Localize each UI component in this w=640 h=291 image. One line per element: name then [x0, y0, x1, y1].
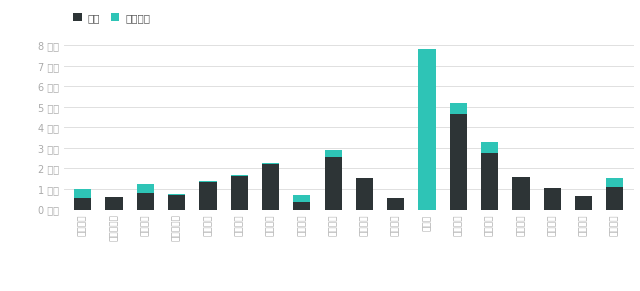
- Bar: [450, 103, 467, 114]
- Bar: [606, 178, 623, 187]
- Bar: [262, 163, 279, 164]
- Bar: [137, 184, 154, 193]
- Bar: [230, 175, 248, 176]
- Bar: [199, 181, 216, 182]
- Bar: [481, 153, 499, 210]
- Bar: [199, 182, 216, 210]
- Bar: [230, 176, 248, 210]
- Bar: [450, 114, 467, 210]
- Bar: [606, 187, 623, 210]
- Bar: [356, 178, 373, 210]
- Bar: [575, 196, 592, 210]
- Bar: [513, 177, 529, 210]
- Bar: [168, 195, 185, 210]
- Bar: [324, 150, 342, 157]
- Bar: [168, 194, 185, 195]
- Bar: [137, 193, 154, 210]
- Bar: [293, 202, 310, 210]
- Bar: [481, 142, 499, 153]
- Bar: [293, 195, 310, 202]
- Bar: [543, 188, 561, 210]
- Legend: 三元, 磷酸铁锂: 三元, 磷酸铁锂: [69, 9, 155, 27]
- Bar: [74, 189, 92, 198]
- Bar: [74, 198, 92, 210]
- Bar: [419, 49, 436, 210]
- Bar: [387, 198, 404, 210]
- Bar: [106, 197, 123, 210]
- Bar: [262, 164, 279, 210]
- Bar: [324, 157, 342, 210]
